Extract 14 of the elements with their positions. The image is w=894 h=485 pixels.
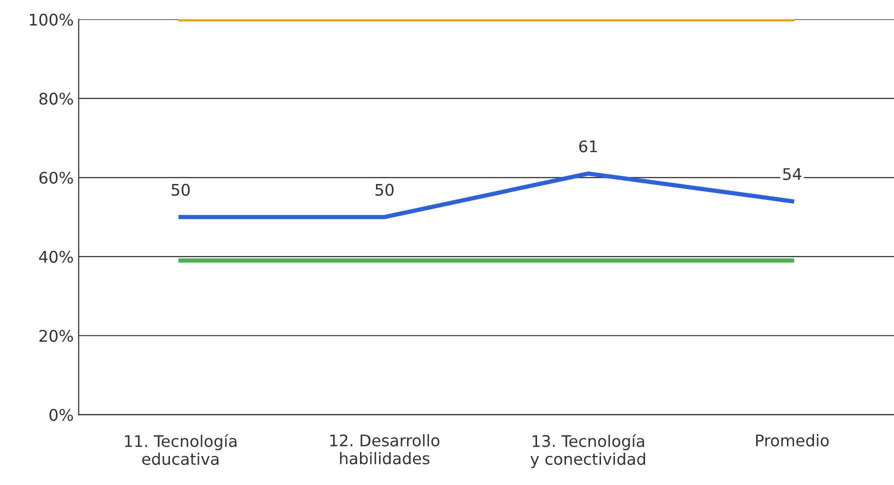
x-tick-label: 13. Tecnología y conectividad (530, 434, 646, 468)
y-tick-label: 40% (39, 250, 73, 263)
y-tick-label: 60% (39, 172, 73, 184)
data-label: 54 (783, 168, 802, 180)
x-tick-label: 12. Desarrollo habilidades (330, 434, 440, 464)
x-tick-label: 11. Tecnología educativa (125, 434, 236, 466)
y-tick-label: 20% (39, 330, 73, 342)
y-tick-label: 100% (30, 14, 73, 26)
data-label: 61 (579, 140, 597, 152)
y-tick-label: 0% (50, 408, 73, 421)
x-tick-label: Promedio (756, 434, 829, 446)
data-label: 50 (375, 184, 394, 196)
y-tick-label: 80% (39, 92, 73, 105)
data-label: 50 (172, 184, 190, 196)
